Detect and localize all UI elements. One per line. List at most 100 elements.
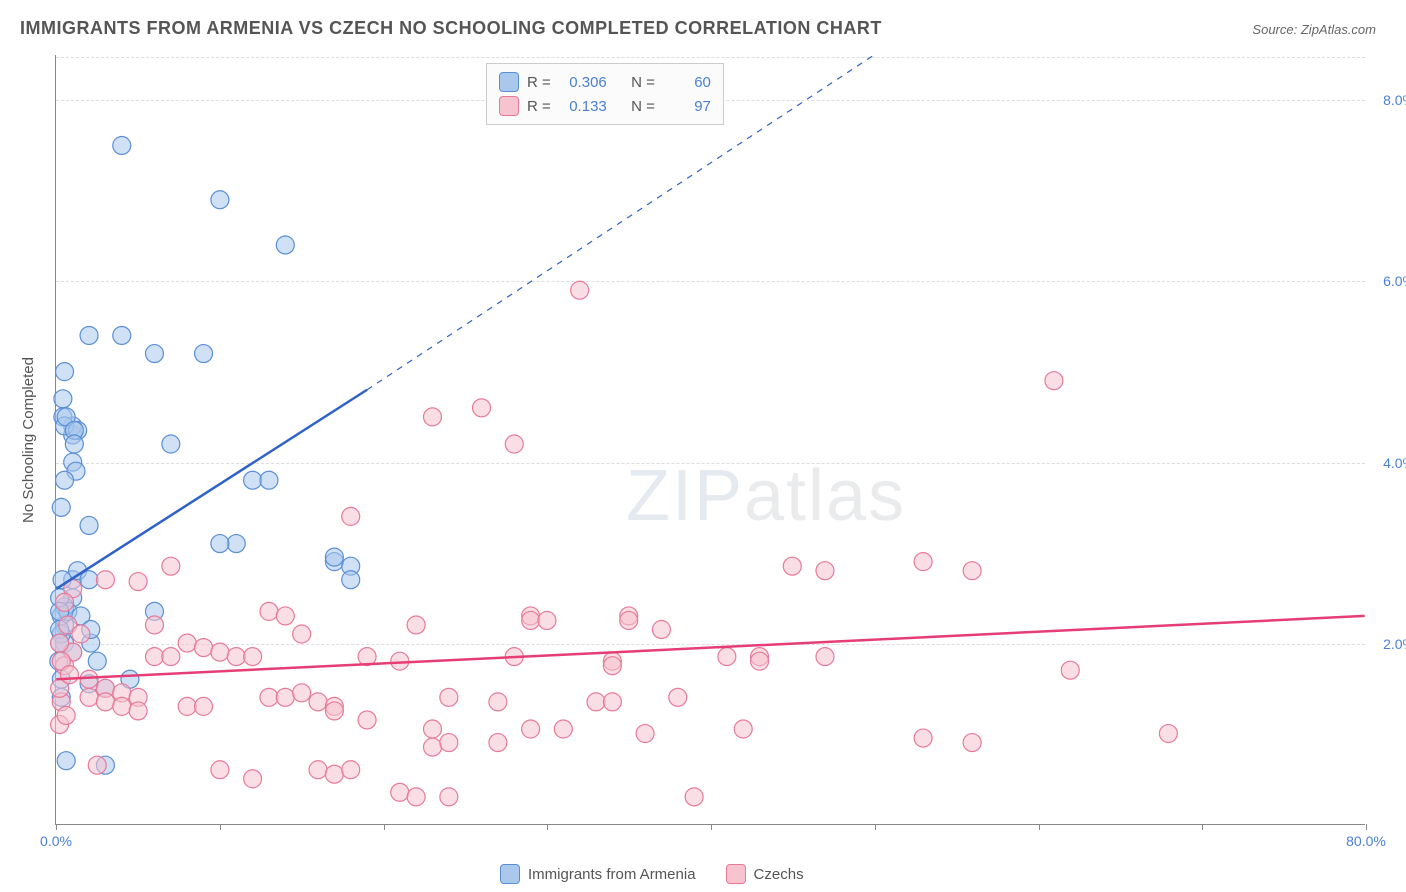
x-tick-label: 80.0% (1346, 833, 1386, 849)
data-point (88, 652, 106, 670)
data-point (440, 688, 458, 706)
data-point (440, 788, 458, 806)
data-point (342, 507, 360, 525)
data-point (56, 363, 74, 381)
data-point (88, 756, 106, 774)
data-point (260, 471, 278, 489)
swatch-czech-icon (726, 864, 746, 884)
data-point (276, 236, 294, 254)
data-point (342, 761, 360, 779)
data-point (963, 562, 981, 580)
data-point (571, 281, 589, 299)
x-tick-mark (384, 824, 385, 830)
data-point (56, 593, 74, 611)
data-point (195, 345, 213, 363)
data-point (195, 697, 213, 715)
data-point (178, 697, 196, 715)
data-point (113, 136, 131, 154)
x-tick-mark (711, 824, 712, 830)
source-value: ZipAtlas.com (1301, 22, 1376, 37)
data-point (244, 471, 262, 489)
data-point (293, 684, 311, 702)
data-point (72, 625, 90, 643)
swatch-armenia (499, 72, 519, 92)
data-point (162, 557, 180, 575)
data-point (816, 562, 834, 580)
data-point (260, 602, 278, 620)
data-point (489, 693, 507, 711)
bottom-legend: Immigrants from Armenia Czechs (500, 864, 804, 884)
data-point (1159, 725, 1177, 743)
data-point (538, 611, 556, 629)
data-point (325, 702, 343, 720)
data-point (162, 435, 180, 453)
legend-item-armenia: Immigrants from Armenia (500, 864, 696, 884)
data-point (211, 761, 229, 779)
data-point (96, 571, 114, 589)
data-point (751, 652, 769, 670)
source-attribution: Source: ZipAtlas.com (1252, 22, 1376, 37)
data-point (734, 720, 752, 738)
data-point (96, 693, 114, 711)
data-point (162, 648, 180, 666)
data-point (685, 788, 703, 806)
data-point (260, 688, 278, 706)
swatch-armenia-icon (500, 864, 520, 884)
data-point (129, 573, 147, 591)
data-point (1045, 372, 1063, 390)
data-point (244, 648, 262, 666)
trend-line (56, 390, 367, 589)
r-value-armenia: 0.306 (559, 74, 607, 91)
plot-area: ZIPatlas 2.0%4.0%6.0%8.0% 0.0%80.0% R = … (55, 55, 1365, 825)
y-axis-label: No Schooling Completed (20, 357, 37, 523)
data-point (309, 761, 327, 779)
data-point (293, 625, 311, 643)
data-point (309, 693, 327, 711)
source-label: Source: (1252, 22, 1297, 37)
stats-legend: R = 0.306 N = 60 R = 0.133 N = 97 (486, 63, 724, 125)
data-point (80, 670, 98, 688)
data-point (407, 616, 425, 634)
stats-row-armenia: R = 0.306 N = 60 (499, 70, 711, 94)
data-point (129, 702, 147, 720)
data-point (1061, 661, 1079, 679)
data-point (505, 435, 523, 453)
x-tick-mark (547, 824, 548, 830)
data-point (211, 643, 229, 661)
swatch-czech (499, 96, 519, 116)
r-label: R = (527, 74, 551, 91)
r-label: R = (527, 98, 551, 115)
data-point (276, 688, 294, 706)
data-point (963, 734, 981, 752)
data-point (145, 345, 163, 363)
data-point (178, 634, 196, 652)
data-point (65, 435, 83, 453)
y-tick-label: 8.0% (1370, 92, 1406, 108)
x-tick-mark (875, 824, 876, 830)
data-point (80, 571, 98, 589)
data-point (391, 783, 409, 801)
n-label: N = (631, 98, 655, 115)
data-point (80, 516, 98, 534)
data-point (52, 498, 70, 516)
chart-container: IMMIGRANTS FROM ARMENIA VS CZECH NO SCHO… (0, 0, 1406, 892)
n-label: N = (631, 74, 655, 91)
data-point (325, 765, 343, 783)
data-point (211, 191, 229, 209)
data-point (636, 725, 654, 743)
data-point (783, 557, 801, 575)
x-tick-mark (1039, 824, 1040, 830)
data-point (325, 548, 343, 566)
data-point (60, 666, 78, 684)
data-point (113, 326, 131, 344)
y-tick-label: 4.0% (1370, 455, 1406, 471)
data-point (113, 697, 131, 715)
stats-row-czech: R = 0.133 N = 97 (499, 94, 711, 118)
data-point (522, 611, 540, 629)
x-tick-mark (220, 824, 221, 830)
legend-label-armenia: Immigrants from Armenia (528, 866, 696, 883)
legend-item-czech: Czechs (726, 864, 804, 884)
data-point (145, 616, 163, 634)
data-point (423, 408, 441, 426)
data-point (145, 648, 163, 666)
